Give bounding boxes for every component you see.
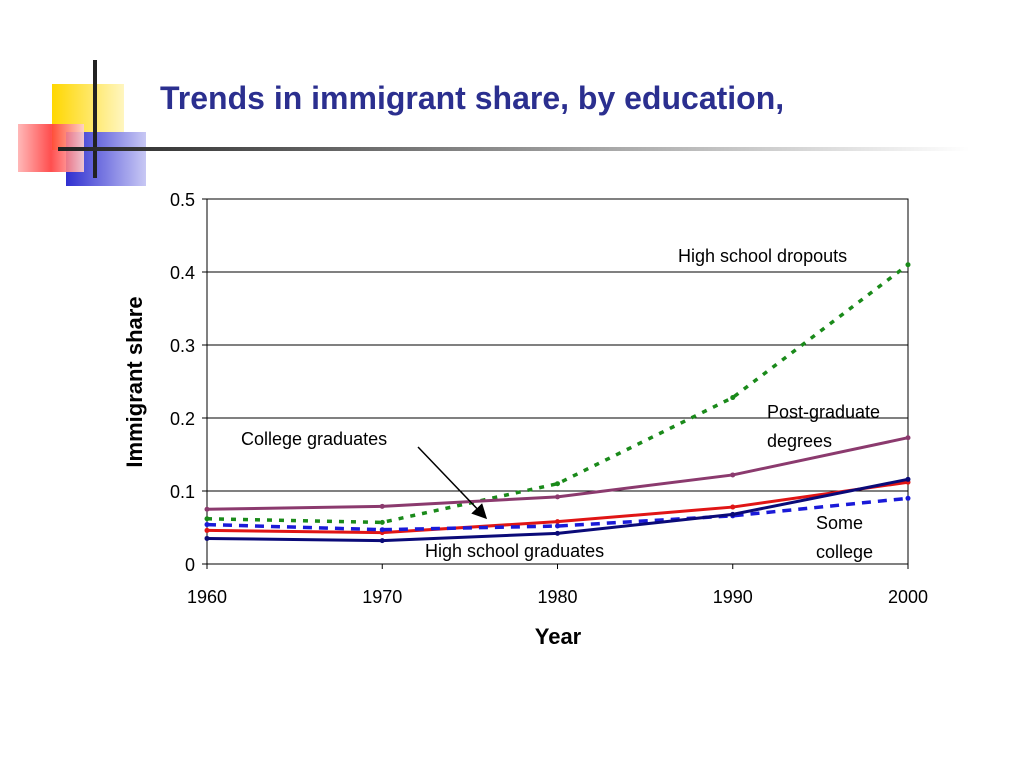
data-point-some-college (555, 523, 560, 529)
x-tick-label: 1960 (187, 587, 227, 607)
data-point-high-school-dropouts (379, 519, 385, 525)
annotation-label: High school graduates (425, 541, 604, 561)
data-point-high-school-dropouts (555, 481, 560, 487)
y-axis-label: Immigrant share (122, 296, 147, 467)
page-title: Trends in immigrant share, by education, (160, 80, 785, 116)
data-point-college-graduates (204, 527, 210, 533)
y-tick-label: 0.1 (170, 482, 195, 502)
data-point-high-school-graduates (730, 511, 736, 517)
data-point-post-graduate-degrees (905, 435, 911, 441)
x-axis-label: Year (535, 624, 582, 649)
annotation-label: degrees (767, 431, 832, 451)
y-tick-label: 0 (185, 555, 195, 575)
annotation-label: Some (816, 513, 863, 533)
data-point-college-graduates (555, 519, 560, 525)
data-point-high-school-graduates (204, 535, 210, 541)
x-tick-label: 1980 (537, 587, 577, 607)
data-point-college-graduates (730, 504, 736, 510)
data-point-post-graduate-degrees (204, 506, 210, 512)
data-point-high-school-dropouts (905, 262, 911, 268)
y-tick-label: 0.5 (170, 190, 195, 210)
annotation-arrow (417, 446, 488, 520)
annotation-label: College graduates (241, 429, 387, 449)
data-point-post-graduate-degrees (379, 503, 385, 509)
y-tick-label: 0.4 (170, 263, 195, 283)
deco-vertical-line (93, 60, 97, 178)
chart-series (204, 262, 911, 544)
data-point-high-school-dropouts (204, 516, 210, 522)
annotation-label: college (816, 542, 873, 562)
data-point-post-graduate-degrees (555, 494, 560, 500)
data-point-high-school-graduates (555, 530, 560, 536)
annotation-label: Post-graduate (767, 402, 880, 422)
x-tick-label: 1970 (362, 587, 402, 607)
series-line-some-college (206, 496, 909, 532)
data-point-high-school-graduates (905, 476, 911, 482)
x-tick-label: 1990 (713, 587, 753, 607)
data-point-high-school-graduates (379, 538, 385, 544)
data-point-post-graduate-degrees (730, 472, 736, 478)
data-point-high-school-dropouts (730, 395, 736, 401)
x-tick-label: 2000 (888, 587, 928, 607)
y-axis-ticks: 0 0.1 0.2 0.3 0.4 0.5 (170, 190, 207, 575)
data-point-some-college (905, 495, 911, 501)
y-tick-label: 0.2 (170, 409, 195, 429)
y-tick-label: 0.3 (170, 336, 195, 356)
x-axis-ticks: 1960 1970 1980 1990 2000 (187, 564, 928, 607)
annotation-label: High school dropouts (678, 246, 847, 266)
data-point-some-college (204, 522, 210, 528)
chart-annotations: High school dropouts Post-graduate degrees… (241, 246, 880, 562)
data-point-some-college (379, 527, 385, 533)
